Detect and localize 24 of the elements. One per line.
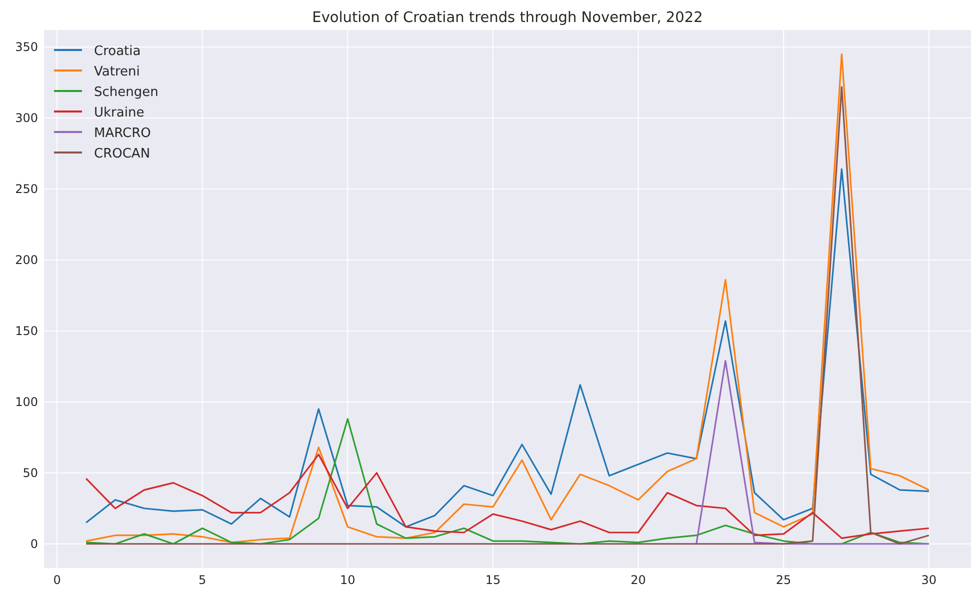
line-series <box>85 168 930 528</box>
legend-label: Ukraine <box>94 106 144 120</box>
y-tick-label: 300 <box>15 111 38 126</box>
x-tick-label: 15 <box>485 573 501 587</box>
y-tick-label: 100 <box>15 394 38 409</box>
x-tick-label: 30 <box>921 573 937 587</box>
y-tick-label: 50 <box>22 466 38 480</box>
x-tick-label: 0 <box>53 573 61 587</box>
y-tick-label: 350 <box>15 40 38 54</box>
legend-label: CROCAN <box>94 146 150 162</box>
x-tick-label: 20 <box>630 573 646 587</box>
y-tick-label: 250 <box>15 182 38 196</box>
legend-label: MARCRO <box>94 126 151 141</box>
x-tick-label: 10 <box>340 573 356 587</box>
legend-label: Schengen <box>94 85 158 100</box>
x-tick-label: 5 <box>198 573 206 587</box>
legend-label: Croatia <box>94 44 141 59</box>
chart-title: Evolution of Croatian trends through November, 2022 <box>312 10 703 26</box>
x-tick-label: 25 <box>776 573 792 587</box>
line-series <box>85 454 930 539</box>
legend-label: Vatreni <box>94 64 140 80</box>
y-tick-label: 200 <box>15 252 38 267</box>
y-tick-label: 150 <box>15 324 38 338</box>
y-tick-label: 0 <box>30 536 38 551</box>
